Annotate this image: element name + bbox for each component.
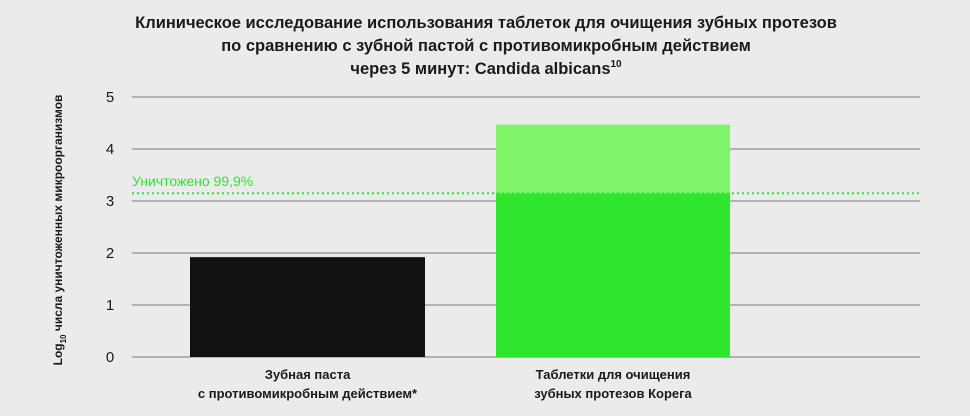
y-axis-label: Log10 числа уничтоженных микроорганизмов [51, 95, 68, 366]
y-axis-label-rest: числа уничтоженных микроорганизмов [51, 95, 65, 335]
bar-tablets-lower [496, 193, 730, 357]
bars-layer [190, 124, 730, 357]
category-label-2-line-2: зубных протезов Корега [534, 386, 692, 401]
threshold-label: Уничтожено 99,9% [132, 173, 253, 189]
y-axis-label-prefix: Log [51, 343, 65, 365]
bar-toothpaste [190, 257, 425, 357]
grid-layer [132, 96, 920, 358]
y-tick-label-0: 0 [106, 349, 114, 366]
bar-tablets-upper [496, 124, 730, 194]
category-labels-layer: Зубная паста с противомикробным действием… [198, 367, 693, 401]
chart-title-line-3: через 5 минут: Candida albicans10 [350, 59, 622, 78]
y-axis-label-subscript: 10 [59, 334, 68, 343]
category-label-2-line-1: Таблетки для очищения [536, 367, 691, 382]
chart-title-superscript: 10 [611, 59, 623, 70]
y-tick-label-5: 5 [106, 89, 114, 106]
y-tick-label-3: 3 [106, 193, 114, 210]
y-tick-label-1: 1 [106, 297, 114, 314]
y-tick-label-4: 4 [106, 141, 114, 158]
y-tick-label-2: 2 [106, 245, 114, 262]
chart-title-line-2: по сравнению с зубной пастой с противоми… [221, 37, 751, 55]
svg-text:Log10 числа уничтоженных микро: Log10 числа уничтоженных микроорганизмов [51, 95, 68, 366]
threshold-layer: Уничтожено 99,9% [132, 173, 920, 195]
category-label-1-line-2: с противомикробным действием* [198, 386, 418, 401]
chart-title-line-3-text: через 5 минут: Candida albicans [350, 60, 610, 78]
category-label-1-line-1: Зубная паста [265, 367, 351, 382]
ticks-layer: 0 1 2 3 4 5 [106, 89, 114, 366]
chart-title-line-1: Клиническое исследование использования т… [135, 14, 837, 32]
